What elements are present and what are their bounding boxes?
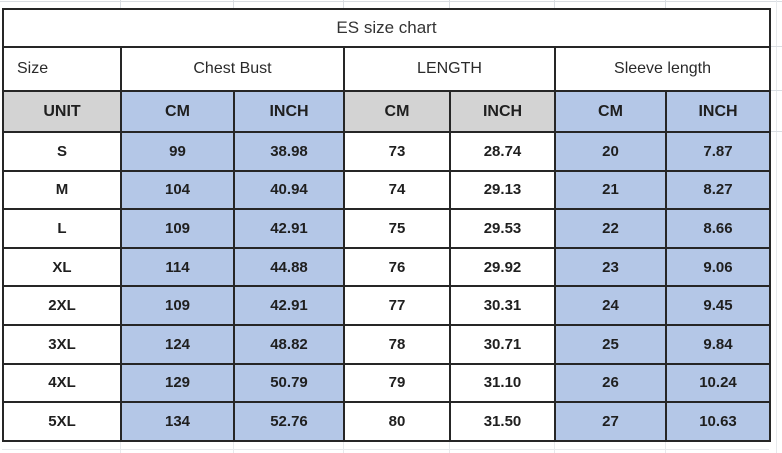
value-cell: 21 [554, 169, 667, 211]
header-length: LENGTH [343, 46, 556, 92]
value-cell: 10.24 [665, 362, 771, 404]
value-cell: 9.45 [665, 285, 771, 326]
size-cell: S [2, 131, 122, 172]
size-cell: L [2, 208, 122, 249]
value-cell: 50.79 [233, 362, 345, 404]
chart-title: ES size chart [2, 8, 771, 48]
value-cell: 76 [343, 246, 451, 288]
value-cell: 28.74 [449, 131, 556, 172]
unit-length-cm-cell: CM [343, 90, 451, 133]
unit-row: UNIT CM INCH CM INCH CM INCH [2, 90, 771, 133]
value-cell: 134 [120, 401, 235, 442]
value-cell: 30.71 [449, 323, 556, 365]
value-cell: 29.13 [449, 169, 556, 211]
gridline [233, 0, 234, 8]
gridline [770, 131, 782, 132]
gridline [2, 449, 769, 450]
value-cell: 129 [120, 362, 235, 404]
value-cell: 26 [554, 362, 667, 404]
value-cell: 79 [343, 362, 451, 404]
value-cell: 42.91 [233, 208, 345, 249]
value-cell: 48.82 [233, 323, 345, 365]
value-cell: 29.92 [449, 246, 556, 288]
value-cell: 31.10 [449, 362, 556, 404]
gridline [449, 0, 450, 8]
header-sleeve-length: Sleeve length [554, 46, 771, 92]
size-cell: 4XL [2, 362, 122, 404]
value-cell: 73 [343, 131, 451, 172]
value-cell: 8.27 [665, 169, 771, 211]
gridline [0, 1, 782, 2]
value-cell: 24 [554, 285, 667, 326]
title-row: ES size chart [2, 8, 771, 48]
unit-label-cell: UNIT [2, 90, 122, 133]
gridline [665, 440, 666, 453]
value-cell: 44.88 [233, 246, 345, 288]
gridline [449, 440, 450, 453]
header-chest-bust: Chest Bust [120, 46, 345, 92]
value-cell: 9.84 [665, 323, 771, 365]
value-cell: 23 [554, 246, 667, 288]
value-cell: 74 [343, 169, 451, 211]
unit-chest-cm-cell: CM [120, 90, 235, 133]
value-cell: 75 [343, 208, 451, 249]
table-row: 4XL 129 50.79 79 31.10 26 10.24 [2, 362, 771, 404]
value-cell: 25 [554, 323, 667, 365]
table-row: S 99 38.98 73 28.74 20 7.87 [2, 131, 771, 172]
gridline [554, 440, 555, 453]
gridline [120, 440, 121, 453]
size-cell: XL [2, 246, 122, 288]
header-size: Size [2, 46, 122, 92]
gridline [770, 90, 782, 91]
table-row: M 104 40.94 74 29.13 21 8.27 [2, 169, 771, 211]
size-cell: M [2, 169, 122, 211]
value-cell: 80 [343, 401, 451, 442]
gridline [343, 440, 344, 453]
table-row: 5XL 134 52.76 80 31.50 27 10.63 [2, 401, 771, 442]
value-cell: 109 [120, 285, 235, 326]
value-cell: 99 [120, 131, 235, 172]
value-cell: 124 [120, 323, 235, 365]
table-row: 2XL 109 42.91 77 30.31 24 9.45 [2, 285, 771, 326]
gridline [343, 0, 344, 8]
value-cell: 9.06 [665, 246, 771, 288]
value-cell: 31.50 [449, 401, 556, 442]
gridline [554, 0, 555, 8]
value-cell: 8.66 [665, 208, 771, 249]
value-cell: 10.63 [665, 401, 771, 442]
value-cell: 22 [554, 208, 667, 249]
gridline [776, 0, 777, 453]
value-cell: 7.87 [665, 131, 771, 172]
value-cell: 109 [120, 208, 235, 249]
table-row: 3XL 124 48.82 78 30.71 25 9.84 [2, 323, 771, 365]
value-cell: 38.98 [233, 131, 345, 172]
unit-chest-inch-cell: INCH [233, 90, 345, 133]
value-cell: 27 [554, 401, 667, 442]
value-cell: 52.76 [233, 401, 345, 442]
value-cell: 78 [343, 323, 451, 365]
gridline [770, 46, 782, 47]
unit-sleeve-cm-cell: CM [554, 90, 667, 133]
table-row: L 109 42.91 75 29.53 22 8.66 [2, 208, 771, 249]
size-cell: 3XL [2, 323, 122, 365]
value-cell: 104 [120, 169, 235, 211]
value-cell: 77 [343, 285, 451, 326]
gridline [665, 0, 666, 8]
gridline [120, 0, 121, 8]
size-chart-table: ES size chart Size Chest Bust LENGTH Sle… [2, 8, 771, 442]
value-cell: 114 [120, 246, 235, 288]
size-cell: 5XL [2, 401, 122, 442]
unit-sleeve-inch-cell: INCH [665, 90, 771, 133]
column-group-row: Size Chest Bust LENGTH Sleeve length [2, 46, 771, 92]
value-cell: 40.94 [233, 169, 345, 211]
table-row: XL 114 44.88 76 29.92 23 9.06 [2, 246, 771, 288]
unit-length-inch-cell: INCH [449, 90, 556, 133]
gridline [233, 440, 234, 453]
size-cell: 2XL [2, 285, 122, 326]
value-cell: 42.91 [233, 285, 345, 326]
value-cell: 29.53 [449, 208, 556, 249]
value-cell: 20 [554, 131, 667, 172]
value-cell: 30.31 [449, 285, 556, 326]
